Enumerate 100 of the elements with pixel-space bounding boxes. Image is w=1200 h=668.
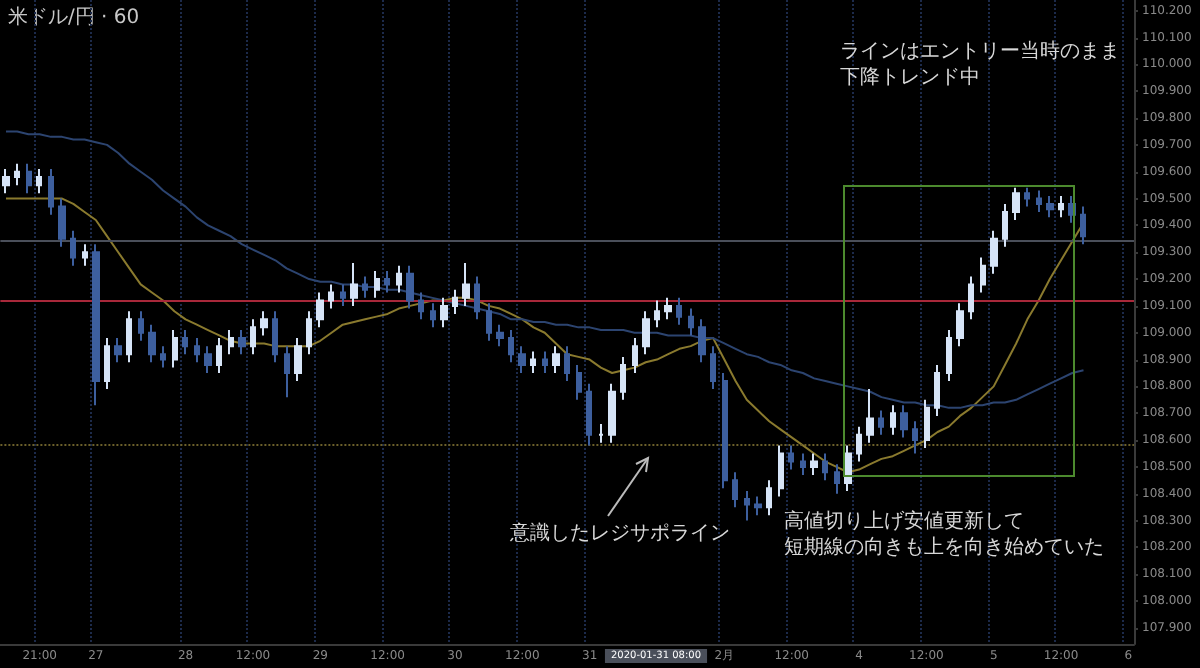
candlestick bbox=[362, 275, 368, 299]
candlestick bbox=[396, 264, 402, 294]
candlestick bbox=[1080, 205, 1086, 246]
candlestick bbox=[1024, 186, 1030, 208]
candlestick bbox=[462, 261, 470, 307]
candlestick bbox=[406, 264, 414, 310]
candlestick bbox=[956, 302, 964, 348]
candlestick bbox=[350, 261, 358, 307]
candlestick bbox=[980, 256, 986, 294]
candlestick bbox=[1058, 194, 1064, 219]
candlestick bbox=[1036, 189, 1042, 213]
candlestick bbox=[496, 323, 504, 348]
annotation: 下降トレンド中 bbox=[840, 65, 980, 89]
candlestick bbox=[710, 345, 716, 391]
candlestick bbox=[924, 398, 930, 450]
candlestick bbox=[822, 452, 828, 482]
candlestick bbox=[654, 299, 660, 329]
candlestick bbox=[834, 463, 840, 495]
candlestick bbox=[856, 425, 862, 463]
candlestick bbox=[990, 229, 998, 275]
annotation: 短期線の向きも上を向き始めていた bbox=[784, 535, 1104, 559]
candlestick bbox=[754, 495, 762, 517]
candlestick bbox=[632, 337, 638, 374]
candlestick bbox=[14, 162, 20, 187]
candlestick bbox=[194, 337, 200, 364]
candlestick bbox=[328, 283, 334, 310]
candlestick bbox=[104, 337, 110, 391]
candlestick bbox=[294, 337, 302, 383]
candlestick bbox=[36, 168, 42, 195]
candlestick bbox=[148, 323, 156, 364]
candlestick bbox=[766, 479, 772, 517]
candlestick bbox=[374, 270, 380, 299]
candlestick bbox=[272, 310, 278, 364]
candlestick bbox=[182, 329, 188, 356]
candlestick bbox=[126, 310, 132, 364]
candlestick bbox=[92, 243, 100, 407]
candlestick bbox=[508, 329, 514, 364]
candlestick bbox=[598, 422, 604, 444]
candlestick bbox=[48, 168, 54, 216]
candlestick bbox=[788, 444, 794, 471]
candlestick bbox=[968, 275, 974, 321]
candlestick bbox=[238, 329, 246, 356]
candlestick bbox=[486, 302, 492, 342]
candlestick bbox=[608, 382, 616, 444]
candlestick bbox=[564, 345, 570, 383]
candlestick bbox=[1012, 186, 1020, 222]
candlestick bbox=[452, 288, 458, 315]
candlestick bbox=[642, 310, 650, 356]
candlestick bbox=[340, 283, 346, 307]
candlestick bbox=[664, 296, 672, 321]
candlestick bbox=[530, 350, 536, 374]
candlestick bbox=[204, 345, 212, 374]
candlestick bbox=[844, 444, 852, 493]
candlestick bbox=[250, 318, 256, 356]
line-series bbox=[5, 197, 1085, 474]
candlestick bbox=[228, 329, 234, 356]
annotation: 高値切り上げ安値更新して bbox=[784, 509, 1024, 533]
candlestick bbox=[878, 409, 884, 436]
candlestick bbox=[620, 355, 626, 401]
candlestick bbox=[866, 388, 874, 444]
candlestick bbox=[1046, 194, 1054, 219]
candlestick bbox=[114, 337, 122, 364]
candlestick bbox=[260, 310, 268, 337]
candlestick bbox=[26, 162, 32, 195]
candlestick bbox=[160, 345, 166, 369]
candlestick bbox=[138, 310, 144, 342]
candlestick bbox=[890, 404, 896, 436]
candlestick bbox=[418, 291, 424, 321]
candlestick bbox=[518, 345, 526, 374]
annotation: ラインはエントリー当時のまま bbox=[840, 39, 1120, 63]
candlestick bbox=[172, 329, 178, 369]
candlestick bbox=[542, 350, 548, 374]
candlestick bbox=[912, 420, 918, 455]
candlestick bbox=[552, 345, 560, 374]
candlestick bbox=[676, 296, 682, 326]
candlestick bbox=[576, 363, 582, 401]
candlestick bbox=[216, 337, 222, 374]
candlestick bbox=[934, 363, 940, 417]
candlestick bbox=[778, 444, 784, 498]
line-series bbox=[5, 130, 1085, 409]
candlestick bbox=[1002, 202, 1008, 248]
candlestick bbox=[284, 345, 290, 399]
candlestick bbox=[316, 291, 324, 329]
candlestick bbox=[586, 382, 592, 447]
candlestick bbox=[306, 310, 312, 356]
candlestick bbox=[688, 307, 694, 337]
candlestick bbox=[70, 229, 76, 267]
candlestick bbox=[810, 452, 818, 476]
candlestick bbox=[698, 318, 706, 364]
candlestick bbox=[474, 275, 480, 321]
candlestick bbox=[722, 371, 728, 490]
candlestick bbox=[946, 329, 952, 383]
candlestick bbox=[732, 471, 738, 509]
candlestick bbox=[82, 243, 88, 267]
candlestick bbox=[2, 168, 10, 195]
candlestick bbox=[440, 296, 448, 329]
candlestick bbox=[384, 270, 390, 294]
candlestick bbox=[58, 197, 66, 248]
candlestick bbox=[430, 302, 436, 329]
candlestick bbox=[900, 404, 908, 439]
